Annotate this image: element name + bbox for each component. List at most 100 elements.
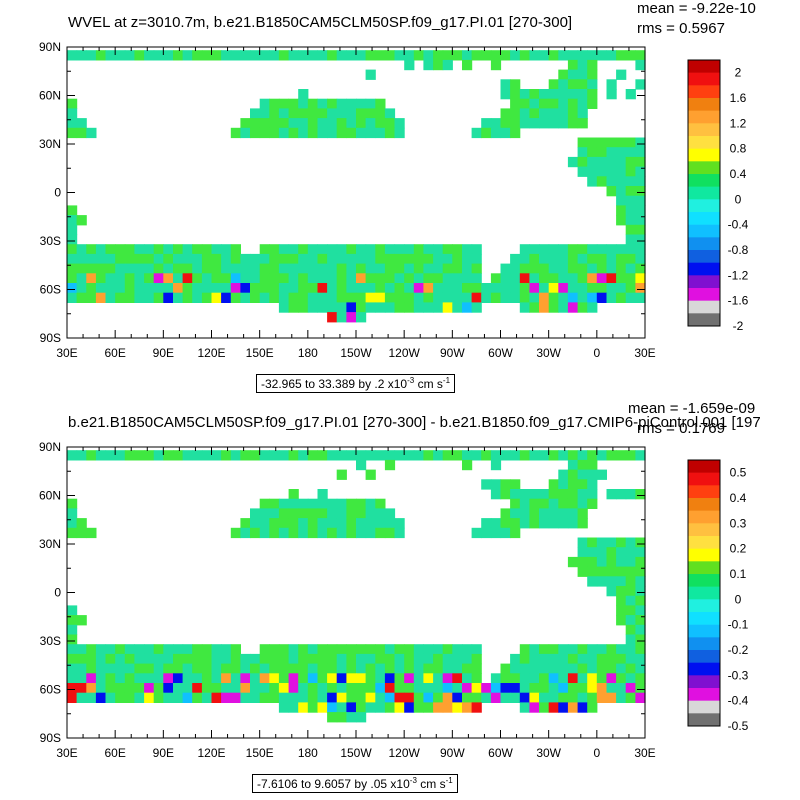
- colorbar-label: 0.4: [730, 167, 747, 181]
- colorbar-swatch: [688, 60, 720, 73]
- colorbar-label: -0.4: [728, 218, 749, 232]
- colorbar-swatch: [688, 650, 720, 663]
- colorbar-swatch: [688, 174, 720, 187]
- lon-tick-label: 90E: [153, 746, 174, 760]
- lat-tick-label: 30S: [40, 234, 61, 248]
- contour-range-exp: -3: [409, 776, 417, 785]
- lat-tick-label: 60S: [40, 683, 61, 697]
- lon-tick-label: 90E: [153, 346, 174, 360]
- colorbar-swatch: [688, 123, 720, 137]
- colorbar-swatch: [688, 85, 720, 99]
- colorbar-label: 1.6: [730, 91, 747, 105]
- lat-tick-label: 30N: [39, 137, 61, 151]
- lon-tick-label: 150E: [246, 346, 274, 360]
- lon-tick-label: 60W: [488, 746, 513, 760]
- lon-tick-label: 30W: [536, 746, 561, 760]
- lat-tick-label: 0: [54, 186, 61, 200]
- lat-tick-label: 60S: [40, 283, 61, 297]
- ocean-field: [67, 50, 646, 323]
- mean-text: mean = -9.22e-10: [637, 0, 756, 17]
- colorbar: 0.5 0.4 0.3 0.2 0.1 0 -0.1 -0.2 -0.3 -0.4 -0.5: [687, 459, 749, 733]
- lon-tick-label: 60E: [104, 346, 125, 360]
- colorbar-swatch: [688, 624, 720, 638]
- colorbar-label: -0.3: [728, 668, 749, 682]
- lon-tick-label: 150E: [246, 746, 274, 760]
- colorbar-swatch: [688, 637, 720, 651]
- contour-unit-exp: -1: [442, 376, 451, 385]
- colorbar-swatch: [688, 612, 720, 625]
- lat-tick-label: 30N: [39, 537, 61, 551]
- colorbar-swatch: [688, 313, 720, 327]
- lon-tick-label: 180: [298, 746, 318, 760]
- colorbar-label: 0.4: [730, 491, 747, 505]
- colorbar-swatch: [688, 561, 720, 575]
- lon-tick-label: 120W: [388, 746, 420, 760]
- lon-tick-label: 0: [593, 346, 600, 360]
- map-panel-2: b.e21.B1850CAM5CLM50SP.f09_g17.PI.01 [27…: [0, 400, 800, 800]
- map-title: b.e21.B1850CAM5CLM50SP.f09_g17.PI.01 [27…: [68, 414, 761, 431]
- colorbar-swatch: [688, 224, 720, 238]
- lon-tick-label: 60E: [104, 746, 125, 760]
- colorbar-label: 2: [735, 66, 742, 80]
- contour-unit-exp: -1: [445, 776, 453, 785]
- colorbar-swatch: [688, 300, 720, 314]
- lat-tick-label: 30S: [40, 634, 61, 648]
- contour-unit: cm s: [420, 777, 446, 791]
- colorbar-swatch: [688, 548, 720, 562]
- lat-tick-label: 90N: [39, 40, 61, 54]
- colorbar-swatch: [688, 72, 720, 86]
- colorbar-label: -1.6: [728, 294, 749, 308]
- lon-tick-label: 120W: [388, 346, 420, 360]
- colorbar-swatch: [688, 237, 720, 251]
- colorbar-swatch: [688, 275, 720, 289]
- colorbar-swatch: [688, 212, 720, 225]
- contour-range-text: -32.965 to 33.389 by .2 x10: [261, 377, 408, 391]
- lon-tick-label: 90W: [440, 746, 465, 760]
- ocean-field: [67, 450, 646, 723]
- colorbar-swatch: [688, 675, 720, 689]
- lat-tick-label: 90N: [39, 440, 61, 454]
- colorbar-swatch: [688, 186, 720, 200]
- lon-tick-label: 150W: [340, 346, 372, 360]
- colorbar-swatch: [688, 110, 720, 124]
- contour-unit: cm s: [417, 377, 443, 391]
- colorbar-swatch: [688, 98, 720, 111]
- lon-tick-label: 30E: [634, 346, 655, 360]
- colorbar-swatch: [688, 599, 720, 613]
- lon-tick-label: 120E: [197, 746, 225, 760]
- colorbar-swatch: [688, 536, 720, 549]
- lon-tick-label: 0: [593, 746, 600, 760]
- colorbar-swatch: [688, 262, 720, 276]
- map-title: WVEL at z=3010.7m, b.e21.B1850CAM5CLM50S…: [68, 14, 573, 31]
- colorbar-swatch: [688, 510, 720, 524]
- colorbar-swatch: [688, 250, 720, 263]
- colorbar-swatch: [688, 662, 720, 676]
- lon-tick-label: 30E: [56, 346, 77, 360]
- colorbar-label: -0.4: [728, 694, 749, 708]
- colorbar-label: -0.5: [728, 719, 749, 733]
- lat-tick-label: 0: [54, 586, 61, 600]
- rms-text: rms = 0.5967: [637, 20, 725, 37]
- colorbar-swatch: [688, 498, 720, 511]
- colorbar-label: -1.2: [728, 268, 749, 282]
- colorbar-swatch: [688, 574, 720, 587]
- lon-tick-label: 60W: [488, 346, 513, 360]
- colorbar-label: 0.1: [730, 567, 747, 581]
- rms-text: rms = 0.1769: [637, 420, 725, 437]
- colorbar-swatch: [688, 136, 720, 149]
- colorbar-label: 0: [735, 192, 742, 206]
- colorbar-swatch: [688, 485, 720, 499]
- colorbar: 2 1.6 1.2 0.8 0.4 0 -0.4 -0.8 -1.2 -1.6 -2: [687, 59, 749, 333]
- colorbar-swatch: [688, 161, 720, 175]
- map-panel-1: WVEL at z=3010.7m, b.e21.B1850CAM5CLM50S…: [39, 0, 756, 393]
- colorbar-label: 1.2: [730, 116, 747, 130]
- colorbar-label: -0.2: [728, 643, 749, 657]
- contour-range-text: -7.6106 to 9.6057 by .05 x10: [257, 777, 410, 791]
- lon-tick-label: 120E: [197, 346, 225, 360]
- contour-range-exp: -3: [407, 376, 415, 385]
- colorbar-label: 0.3: [730, 516, 747, 530]
- lon-tick-label: 30E: [634, 746, 655, 760]
- lon-tick-label: 180: [298, 346, 318, 360]
